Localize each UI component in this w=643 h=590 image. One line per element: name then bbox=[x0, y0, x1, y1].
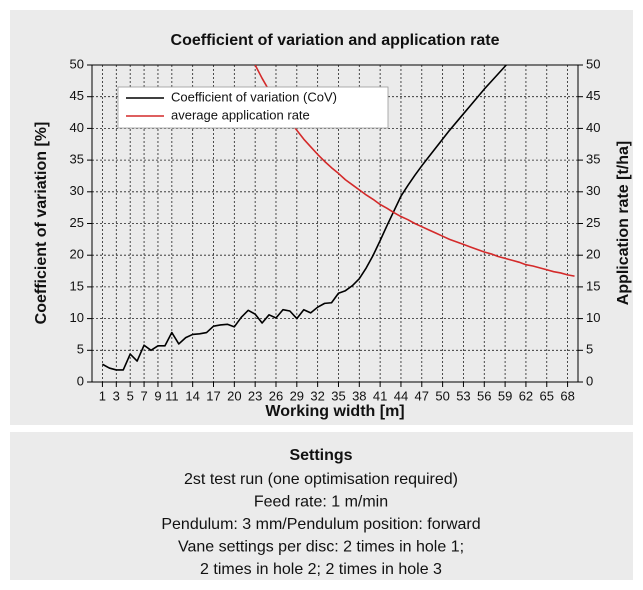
settings-line: 2st test run (one optimisation required) bbox=[184, 471, 458, 488]
x-tick-label: 38 bbox=[352, 388, 366, 403]
y2-tick-label: 15 bbox=[586, 278, 600, 293]
x-tick-label: 44 bbox=[394, 388, 408, 403]
y-tick-label: 25 bbox=[70, 215, 84, 230]
x-tick-label: 5 bbox=[127, 388, 134, 403]
y2-axis-title: Application rate [t/ha] bbox=[615, 141, 632, 305]
plot-frame bbox=[91, 64, 579, 383]
y2-tick-label: 45 bbox=[586, 88, 600, 103]
x-tick-label: 47 bbox=[415, 388, 429, 403]
x-tick-label: 50 bbox=[435, 388, 449, 403]
data-line bbox=[254, 65, 575, 277]
y-tick-label: 0 bbox=[77, 373, 84, 388]
plot-lines bbox=[102, 65, 575, 371]
y-tick-label: 20 bbox=[70, 247, 84, 262]
y-tick-label: 30 bbox=[70, 183, 84, 198]
x-tick-label: 3 bbox=[113, 388, 120, 403]
y2-tick-label: 0 bbox=[586, 373, 593, 388]
y2-tick-label: 5 bbox=[586, 342, 593, 357]
x-tick-label: 7 bbox=[140, 388, 147, 403]
y-tick-label: 10 bbox=[70, 310, 84, 325]
y-tick-label: 15 bbox=[70, 278, 84, 293]
plot: 0510152025303540455005101520253035404550… bbox=[70, 56, 601, 578]
x-tick-label: 32 bbox=[310, 388, 324, 403]
y2-tick-label: 30 bbox=[586, 183, 600, 198]
legend-label: Coefficient of variation (CoV) bbox=[171, 89, 337, 104]
y-tick-label: 35 bbox=[70, 152, 84, 167]
x-axis-title: Working width [m] bbox=[265, 403, 404, 420]
x-tick-label: 9 bbox=[154, 388, 161, 403]
x-tick-label: 11 bbox=[165, 388, 179, 403]
x-tick-label: 29 bbox=[290, 388, 304, 403]
y2-tick-label: 50 bbox=[586, 56, 600, 71]
y2-tick-label: 10 bbox=[586, 310, 600, 325]
y-tick-label: 40 bbox=[70, 120, 84, 135]
y-tick-label: 5 bbox=[77, 342, 84, 357]
x-tick-label: 41 bbox=[373, 388, 387, 403]
x-tick-label: 26 bbox=[269, 388, 283, 403]
x-tick-label: 35 bbox=[331, 388, 345, 403]
x-tick-label: 17 bbox=[206, 388, 220, 403]
legend-label: average application rate bbox=[171, 107, 310, 122]
y2-tick-label: 40 bbox=[586, 120, 600, 135]
y-axis-title: Coefficient of variation [%] bbox=[33, 122, 50, 325]
settings-line: 2 times in hole 2; 2 times in hole 3 bbox=[200, 561, 442, 578]
y2-tick-label: 35 bbox=[586, 152, 600, 167]
settings-line: Vane settings per disc: 2 times in hole … bbox=[178, 539, 464, 556]
x-tick-label: 62 bbox=[519, 388, 533, 403]
y-tick-label: 45 bbox=[70, 88, 84, 103]
settings-line: Pendulum: 3 mm/Pendulum position: forwar… bbox=[161, 516, 480, 533]
y-tick-label: 50 bbox=[70, 56, 84, 71]
settings-panel bbox=[10, 432, 633, 580]
x-tick-label: 53 bbox=[456, 388, 470, 403]
x-tick-label: 56 bbox=[477, 388, 491, 403]
legend-box bbox=[117, 86, 389, 129]
chart-panel bbox=[10, 10, 633, 425]
x-tick-label: 68 bbox=[560, 388, 574, 403]
x-tick-label: 23 bbox=[248, 388, 262, 403]
x-tick-label: 59 bbox=[498, 388, 512, 403]
y2-tick-label: 25 bbox=[586, 215, 600, 230]
chart-title: Coefficient of variation and application… bbox=[171, 32, 500, 49]
y2-tick-label: 20 bbox=[586, 247, 600, 262]
settings-title: Settings bbox=[289, 447, 352, 464]
x-tick-label: 14 bbox=[185, 388, 199, 403]
settings-line: Feed rate: 1 m/min bbox=[254, 494, 388, 511]
x-tick-label: 20 bbox=[227, 388, 241, 403]
x-tick-label: 1 bbox=[99, 388, 106, 403]
data-line bbox=[102, 65, 508, 371]
x-tick-label: 65 bbox=[540, 388, 554, 403]
